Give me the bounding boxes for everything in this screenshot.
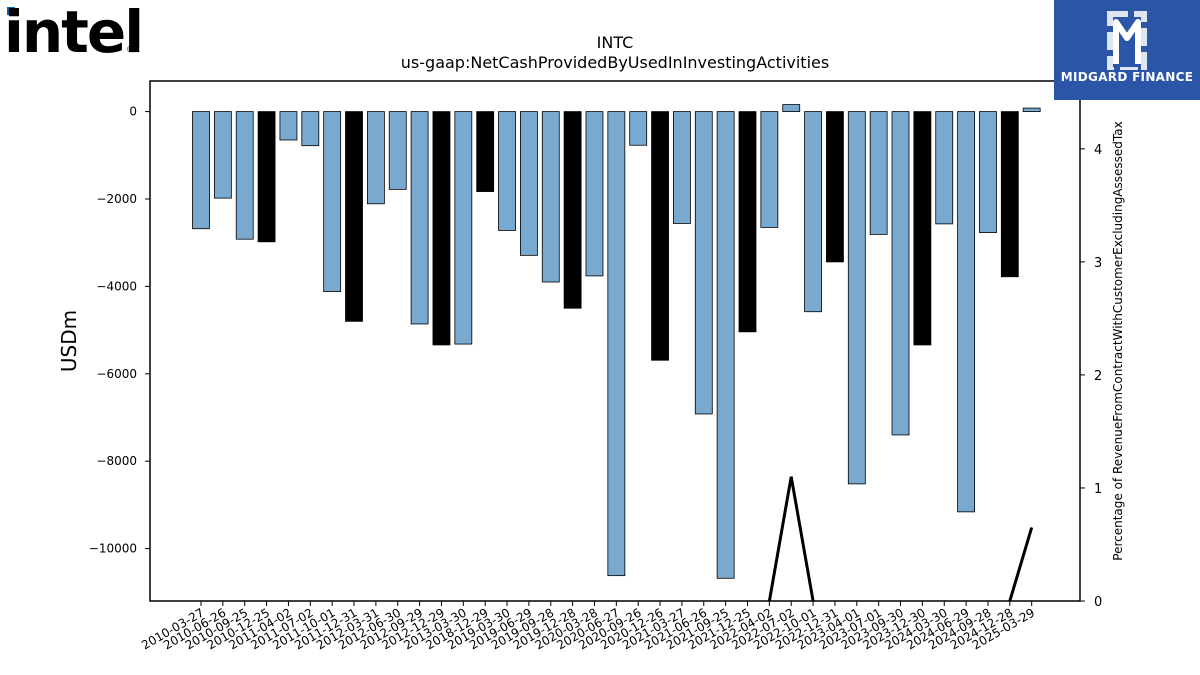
y2-tick-label: 0: [1094, 595, 1102, 610]
bar-2012-09-29: [410, 111, 429, 325]
bar-2024-12-28: [1000, 111, 1019, 278]
percentage-line: [767, 476, 1034, 602]
partner-logo: MIDGARD FINANCE: [1054, 0, 1200, 100]
y-tick-label: −6000: [96, 367, 137, 381]
bar-2019-09-28: [541, 111, 560, 283]
bar-2024-09-28: [979, 111, 997, 234]
bar-2011-07-02: [301, 111, 320, 147]
intel-logo: intel ®: [4, 0, 144, 66]
y-tick-label: −10000: [89, 542, 137, 556]
bar-2019-03-30: [498, 111, 516, 231]
bar-2025-03-29: [1022, 107, 1041, 112]
y-tick-label: −4000: [96, 279, 137, 293]
y2-axis-label: Percentage of RevenueFromContractWithCus…: [1111, 121, 1125, 560]
y2-axis: 0 1 2 3 4: [1080, 143, 1102, 610]
bar-2021-03-27: [673, 111, 691, 224]
x-axis: 2010-03-272010-06-262010-09-252010-12-25…: [139, 601, 1037, 652]
bar-2010-09-25: [235, 111, 254, 240]
y-axis: 0 −2000 −4000 −6000 −8000 −10000: [89, 105, 150, 556]
bar-2023-07-01: [869, 111, 888, 235]
chart-title: INTC: [597, 33, 634, 52]
bar-2024-06-29: [957, 111, 975, 513]
bar-2020-03-28: [585, 111, 604, 277]
logo-text: intel: [4, 2, 142, 60]
bar-2011-12-31: [345, 111, 363, 322]
bar-2023-09-30: [891, 111, 910, 436]
bar-2010-06-26: [213, 111, 232, 199]
bar-2020-12-26: [651, 111, 669, 361]
bar-2019-06-29: [520, 111, 538, 256]
partner-name: MIDGARD FINANCE: [1060, 70, 1194, 84]
y-tick-label: −2000: [96, 192, 137, 206]
bar-2021-12-25: [738, 111, 757, 333]
bar-2010-12-25: [257, 111, 276, 243]
bars-group: [192, 104, 1041, 579]
bar-2011-10-01: [323, 111, 342, 293]
bar-2020-09-26: [629, 111, 648, 146]
y2-tick-label: 3: [1094, 256, 1102, 271]
chart-subtitle: us-gaap:NetCashProvidedByUsedInInvesting…: [401, 53, 829, 72]
bar-2020-06-27: [607, 111, 626, 577]
bar-2023-04-01: [847, 111, 866, 485]
bar-2023-12-30: [913, 111, 932, 346]
bar-2013-03-30: [454, 111, 473, 345]
line-layer: [767, 476, 1034, 602]
trademark-mark: ®: [126, 45, 134, 54]
bar-2022-10-01: [804, 111, 822, 313]
plot-frame: [149, 80, 1081, 602]
y-tick-label: 0: [129, 105, 137, 119]
bar-2021-06-26: [694, 111, 713, 415]
bar-2019-12-28: [563, 111, 582, 309]
bar-2010-03-27: [192, 111, 210, 230]
bar-2012-03-31: [366, 111, 385, 205]
bar-2012-06-30: [388, 111, 407, 190]
y2-tick-label: 4: [1094, 143, 1102, 158]
bar-2024-03-30: [935, 111, 954, 225]
logo-dot: [7, 7, 15, 15]
bar-2022-07-02: [782, 104, 801, 112]
partner-mark-icon: [1107, 11, 1147, 70]
y2-tick-label: 1: [1094, 482, 1102, 497]
bar-2018-12-29: [476, 111, 495, 192]
y2-tick-label: 2: [1094, 369, 1102, 384]
bar-2022-12-31: [826, 111, 844, 263]
bar-2011-04-02: [279, 111, 298, 141]
bar-2012-12-29: [432, 111, 451, 346]
y-tick-label: −8000: [96, 454, 137, 468]
bar-2021-09-25: [716, 111, 735, 579]
bar-2022-04-02: [760, 111, 779, 228]
y-axis-label: USDm: [57, 310, 81, 372]
